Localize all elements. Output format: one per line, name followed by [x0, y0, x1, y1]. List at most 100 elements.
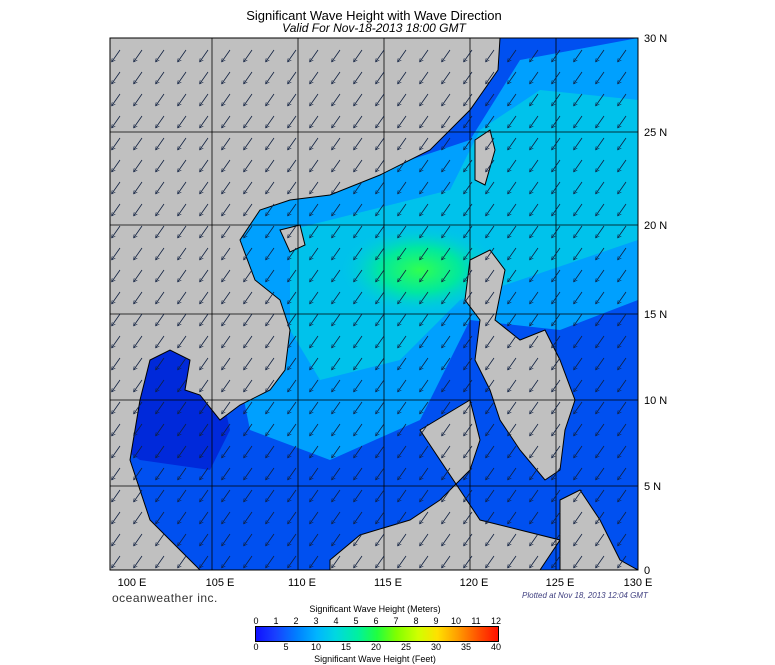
wave-arrow — [552, 247, 561, 259]
wave-arrow — [618, 115, 627, 127]
wave-arrow — [420, 291, 429, 303]
wave-arrow — [508, 511, 517, 523]
wave-arrow — [134, 555, 143, 567]
wave-arrow — [222, 137, 231, 149]
wave-arrow — [332, 181, 341, 193]
wave-arrow — [200, 159, 209, 171]
legend-tick: 25 — [400, 642, 412, 652]
wave-arrow — [376, 137, 385, 149]
wave-arrow — [310, 181, 319, 193]
wave-arrow — [156, 379, 165, 391]
wave-arrow — [112, 247, 121, 259]
wave-arrow — [178, 445, 187, 457]
wave-arrow — [134, 313, 143, 325]
wave-arrow — [574, 467, 583, 479]
wave-arrow — [288, 401, 297, 413]
wave-arrow — [596, 93, 605, 105]
borneo — [329, 399, 561, 570]
wave-arrow — [508, 203, 517, 215]
wave-arrow — [552, 533, 561, 545]
wave-arrow — [574, 137, 583, 149]
wave-arrow — [420, 555, 429, 567]
wave-arrow — [442, 291, 451, 303]
wave-arrow — [618, 313, 627, 325]
wave-arrow — [596, 555, 605, 567]
wave-arrow — [508, 313, 517, 325]
wave-arrow — [574, 247, 583, 259]
map-subtitle: Valid For Nov-18-2013 18:00 GMT — [282, 21, 466, 35]
wave-arrow — [442, 115, 451, 127]
legend-tick: 10 — [310, 642, 322, 652]
wave-arrow — [310, 203, 319, 215]
wave-arrow — [464, 357, 473, 369]
wave-arrow — [244, 379, 253, 391]
wave-peak-area — [340, 225, 500, 315]
wave-arrow — [530, 247, 539, 259]
wave-arrow — [134, 467, 143, 479]
wave-arrow — [134, 379, 143, 391]
wave-arrow — [398, 291, 407, 303]
wave-arrow — [222, 71, 231, 83]
wave-arrow — [222, 467, 231, 479]
wave-arrow — [486, 555, 495, 567]
wave-arrow — [178, 335, 187, 347]
legend-tick: 9 — [433, 616, 439, 626]
hainan — [279, 224, 306, 253]
wave-arrow — [244, 159, 253, 171]
wave-arrow — [332, 93, 341, 105]
wave-arrow — [376, 49, 385, 61]
wave-arrow — [134, 225, 143, 237]
wave-arrow — [596, 357, 605, 369]
wave-arrow — [332, 269, 341, 281]
legend-tick: 7 — [393, 616, 399, 626]
wave-arrow — [420, 511, 429, 523]
wave-arrow — [398, 533, 407, 545]
wave-arrow — [486, 379, 495, 391]
wave-arrow — [244, 203, 253, 215]
wave-arrow — [530, 511, 539, 523]
lat-label-0: 0 — [644, 565, 650, 577]
wave-arrow — [156, 137, 165, 149]
wave-arrow — [552, 225, 561, 237]
wave-arrow — [178, 511, 187, 523]
wave-arrow — [134, 357, 143, 369]
wave-arrow — [332, 49, 341, 61]
wave-arrow — [398, 225, 407, 237]
wave-arrow — [310, 313, 319, 325]
wave-arrow — [464, 269, 473, 281]
wave-arrow — [310, 555, 319, 567]
wave-arrow — [486, 269, 495, 281]
wave-arrow — [574, 313, 583, 325]
wave-arrow — [398, 423, 407, 435]
wave-arrow — [618, 335, 627, 347]
wave-arrow — [354, 93, 363, 105]
wave-arrow — [266, 71, 275, 83]
wave-arrow — [244, 269, 253, 281]
wave-arrow — [596, 401, 605, 413]
wave-arrow — [398, 357, 407, 369]
wave-arrow — [112, 159, 121, 171]
wave-arrow — [156, 159, 165, 171]
legend-tick: 35 — [460, 642, 472, 652]
wave-arrow — [310, 511, 319, 523]
wave-arrow — [574, 445, 583, 457]
wave-arrow — [332, 423, 341, 435]
wave-arrow — [376, 489, 385, 501]
wave-arrow — [112, 115, 121, 127]
wave-arrow — [376, 313, 385, 325]
wave-arrow — [464, 203, 473, 215]
wave-arrow — [310, 357, 319, 369]
wave-arrow — [200, 181, 209, 193]
wave-arrow — [244, 137, 253, 149]
wave-arrow — [332, 291, 341, 303]
wave-arrow — [310, 115, 319, 127]
wave-arrow — [420, 335, 429, 347]
wave-arrow — [134, 401, 143, 413]
wave-arrow — [288, 49, 297, 61]
wave-arrow — [310, 269, 319, 281]
wave-arrow — [552, 335, 561, 347]
wave-arrow — [530, 225, 539, 237]
wave-arrow — [530, 49, 539, 61]
wave-arrow — [112, 269, 121, 281]
wave-arrow — [574, 379, 583, 391]
